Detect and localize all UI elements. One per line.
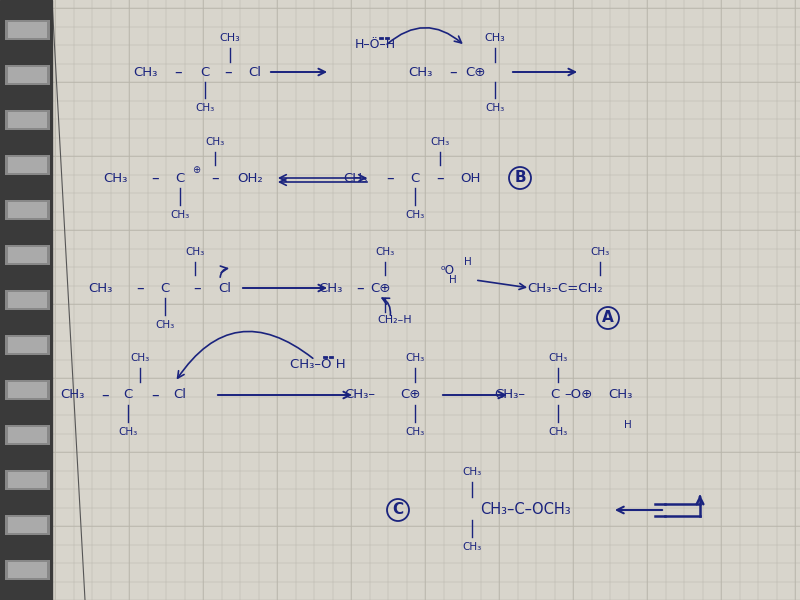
- Text: CH₃: CH₃: [206, 137, 225, 147]
- Text: CH₃: CH₃: [343, 172, 367, 185]
- Text: –: –: [193, 280, 201, 295]
- Text: CH₃: CH₃: [608, 389, 632, 401]
- Text: C: C: [393, 503, 403, 517]
- Bar: [5, 245, 50, 265]
- Text: CH₃: CH₃: [88, 281, 112, 295]
- Text: CH₃–C=CH₂: CH₃–C=CH₂: [527, 281, 603, 295]
- Bar: [8, 517, 47, 533]
- Text: CH₃: CH₃: [60, 389, 84, 401]
- Text: –: –: [211, 170, 219, 185]
- Bar: [5, 335, 50, 355]
- Text: CH₃: CH₃: [318, 281, 342, 295]
- Text: H: H: [449, 275, 457, 285]
- Text: –: –: [151, 170, 159, 185]
- Text: B: B: [514, 170, 526, 185]
- Bar: [5, 200, 50, 220]
- Bar: [5, 470, 50, 490]
- Text: ᵒO: ᵒO: [441, 263, 455, 277]
- Text: ⊕: ⊕: [192, 165, 200, 175]
- Text: CH₃: CH₃: [220, 33, 240, 43]
- Bar: [8, 67, 47, 83]
- Text: Cl: Cl: [249, 65, 262, 79]
- Text: –: –: [151, 388, 159, 403]
- Bar: [5, 515, 50, 535]
- Text: CH₃–: CH₃–: [345, 389, 375, 401]
- Text: CH₃: CH₃: [118, 427, 138, 437]
- Text: CH₃: CH₃: [155, 320, 174, 330]
- Bar: [5, 425, 50, 445]
- Text: –: –: [449, 64, 457, 79]
- Text: OH: OH: [460, 172, 480, 185]
- Bar: [8, 247, 47, 263]
- Bar: [5, 20, 50, 40]
- Text: H: H: [464, 257, 472, 267]
- Text: CH₃: CH₃: [406, 210, 425, 220]
- Text: C: C: [123, 389, 133, 401]
- Bar: [5, 110, 50, 130]
- Text: CH₃: CH₃: [548, 353, 568, 363]
- Bar: [5, 380, 50, 400]
- Text: OH₂: OH₂: [237, 172, 263, 185]
- Text: CH₃: CH₃: [375, 247, 394, 257]
- Bar: [8, 427, 47, 443]
- Bar: [5, 290, 50, 310]
- Bar: [5, 65, 50, 85]
- Bar: [8, 292, 47, 308]
- Text: CH₃: CH₃: [406, 427, 425, 437]
- Text: –O⊕: –O⊕: [564, 389, 592, 401]
- Text: CH₃: CH₃: [186, 247, 205, 257]
- Bar: [8, 22, 47, 38]
- Text: –: –: [174, 64, 182, 79]
- Text: CH₃: CH₃: [103, 172, 127, 185]
- Bar: [8, 382, 47, 398]
- Bar: [8, 472, 47, 488]
- Text: –: –: [136, 280, 144, 295]
- Text: CH₃: CH₃: [130, 353, 150, 363]
- Text: CH₃: CH₃: [486, 103, 505, 113]
- Bar: [8, 202, 47, 218]
- Text: CH₃: CH₃: [133, 65, 157, 79]
- Text: CH₃–: CH₃–: [494, 389, 526, 401]
- Text: CH₃–Ö H: CH₃–Ö H: [290, 358, 346, 371]
- Text: Cl: Cl: [218, 281, 231, 295]
- Text: CH₃: CH₃: [485, 33, 506, 43]
- Bar: [8, 112, 47, 128]
- Text: C⊕: C⊕: [400, 389, 420, 401]
- Text: C: C: [175, 172, 185, 185]
- Text: –: –: [386, 170, 394, 185]
- Text: CH₃: CH₃: [462, 542, 482, 552]
- Bar: [8, 337, 47, 353]
- Bar: [8, 157, 47, 173]
- Text: CH₃: CH₃: [548, 427, 568, 437]
- Text: C: C: [200, 65, 210, 79]
- Text: CH₃: CH₃: [406, 353, 425, 363]
- Text: A: A: [602, 311, 614, 325]
- Bar: [8, 562, 47, 578]
- Text: CH₃: CH₃: [170, 210, 190, 220]
- Text: C: C: [160, 281, 170, 295]
- Text: –: –: [224, 64, 232, 79]
- Text: Cl: Cl: [174, 389, 186, 401]
- Text: CH₃: CH₃: [430, 137, 450, 147]
- Text: CH₃: CH₃: [195, 103, 214, 113]
- Text: CH₃: CH₃: [462, 467, 482, 477]
- Bar: [5, 560, 50, 580]
- Text: H–Ö–H: H–Ö–H: [354, 38, 395, 52]
- Text: CH₂–H: CH₂–H: [378, 315, 412, 325]
- Text: C: C: [410, 172, 420, 185]
- Text: CH₃: CH₃: [408, 65, 432, 79]
- Text: C⊕: C⊕: [465, 65, 485, 79]
- Text: C: C: [550, 389, 560, 401]
- Text: CH₃–C–OCH₃: CH₃–C–OCH₃: [480, 503, 570, 517]
- Text: –: –: [436, 170, 444, 185]
- Text: H: H: [624, 420, 632, 430]
- Bar: [5, 155, 50, 175]
- Text: CH₃: CH₃: [590, 247, 610, 257]
- Bar: [0, 0, 52, 600]
- Text: –: –: [356, 280, 364, 295]
- Text: C⊕: C⊕: [370, 281, 390, 295]
- Text: –: –: [101, 388, 109, 403]
